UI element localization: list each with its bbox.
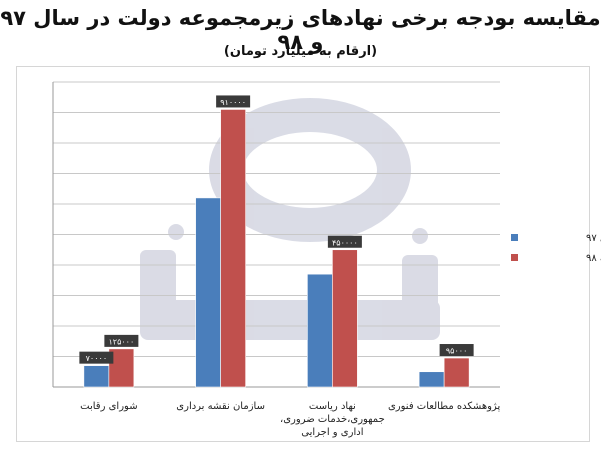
category-label: شورای رقابت (80, 401, 137, 412)
data-label: ۹۵۰۰۰ (446, 347, 467, 356)
bar-approved-97-3 (418, 371, 445, 388)
bar-approved-97-2 (307, 273, 333, 388)
data-label-box (439, 344, 474, 357)
bar-proposed-98-2 (332, 249, 358, 388)
legend-entry: لایحه بودجه ۹۸ (586, 253, 601, 264)
chart-subtitle: (ارقام به میلیارد تومان) (223, 44, 378, 59)
category-label: پژوهشکده مطالعات فنوری (388, 401, 500, 412)
data-label: ۴۵۰۰۰۰ (332, 238, 358, 247)
legend-swatch (511, 234, 518, 241)
data-label-box (327, 235, 362, 248)
watermark-logo (140, 98, 440, 340)
data-label: ۷۰۰۰۰ (86, 354, 107, 363)
data-label-box (79, 351, 114, 364)
legend-entry: مصوب سال ۹۷ (586, 233, 601, 244)
bar-proposed-98-1 (220, 109, 246, 388)
bar-approved-97-0 (83, 365, 110, 388)
data-label: ۹۱۰۰۰۰ (220, 98, 246, 107)
data-label-box (104, 334, 139, 347)
chart-frame (16, 66, 590, 442)
category-label: سازمان نقشه برداری (176, 401, 265, 412)
chart-title: مقایسه بودجه برخی نهادهای زیرمجموعه دولت… (0, 6, 601, 54)
data-label: ۱۲۵۰۰۰ (108, 337, 134, 346)
bar-approved-97-1 (195, 197, 221, 388)
bar-proposed-98-3 (443, 357, 470, 388)
data-label-box (216, 95, 251, 108)
legend-swatch (511, 254, 518, 261)
category-label: نهاد ریاست جمهوری،خدمات ضروری، اداری و اجر… (280, 401, 385, 438)
